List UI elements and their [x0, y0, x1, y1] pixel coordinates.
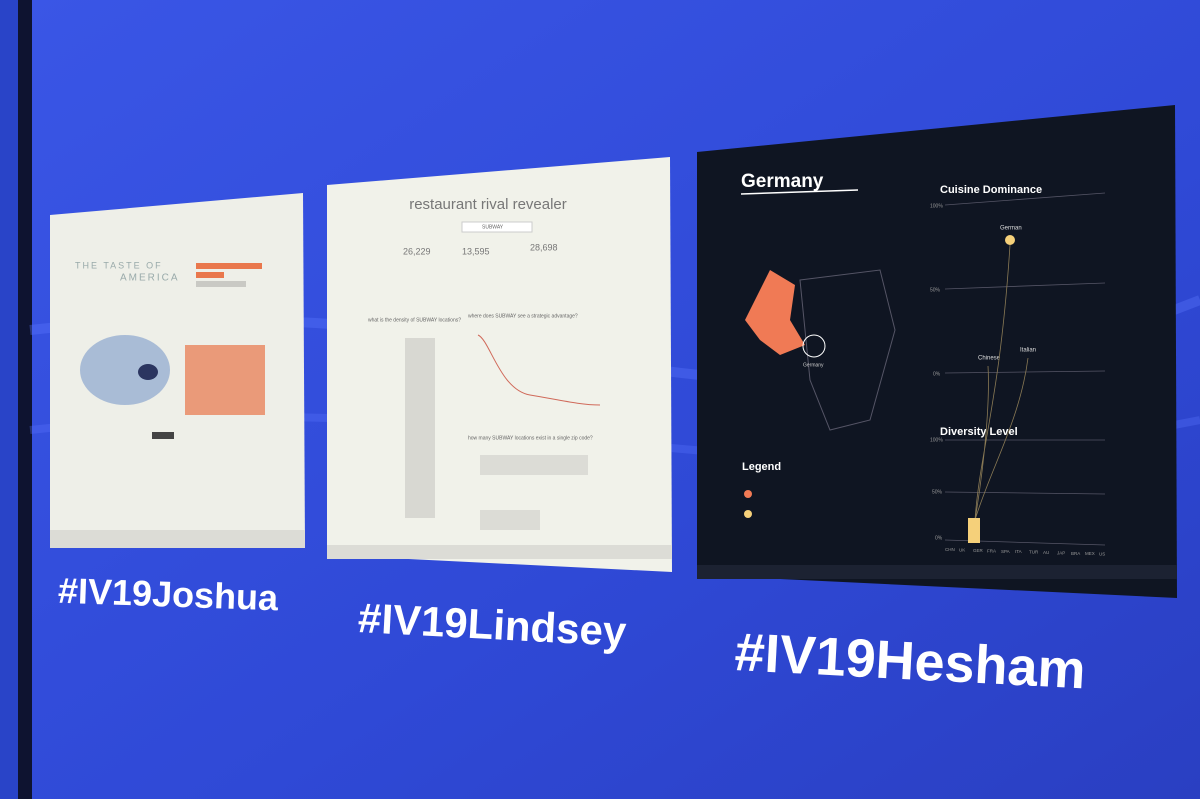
x-tick-label: FRA — [987, 548, 996, 553]
dropdown[interactable] — [461, 221, 533, 233]
cuisine-dot — [1005, 235, 1015, 245]
x-tick-label: UK — [959, 548, 965, 553]
bar-bg — [480, 510, 540, 530]
grid-line — [944, 192, 1106, 206]
title: restaurant rival revealer — [409, 196, 567, 213]
section-title: Cuisine Dominance — [940, 184, 1042, 196]
screen-edge — [18, 0, 32, 799]
grid-line — [944, 370, 1106, 374]
dropdown-text: SUBWAY — [482, 224, 504, 230]
map-label: Germany — [803, 362, 824, 368]
bar — [196, 263, 262, 269]
tick-label: 0% — [935, 535, 943, 541]
legend-title: Legend — [742, 461, 781, 473]
map-highlight — [745, 270, 805, 355]
button — [152, 432, 174, 439]
cuisine-label: Chinese — [978, 356, 1001, 362]
stat: 26,229 — [403, 246, 431, 256]
stat: 13,595 — [462, 246, 490, 256]
x-tick-label: SPA — [1001, 549, 1010, 554]
legend-dot — [744, 490, 752, 498]
tick-label: 50% — [932, 489, 943, 495]
ticks: 100% 50% 0% 100% 50% 0% — [930, 203, 943, 541]
x-tick-label: AU — [1043, 550, 1049, 555]
x-tick-label: CHN — [945, 547, 955, 552]
tick-label: 0% — [933, 371, 941, 377]
taskbar — [327, 545, 672, 559]
grid-line — [944, 491, 1106, 495]
title: AMERICA — [120, 273, 180, 284]
tick-label: 100% — [930, 437, 943, 443]
bar — [968, 518, 980, 543]
question: what is the density of SUBWAY locations? — [368, 317, 461, 323]
x-tick-label: GER — [973, 548, 984, 553]
bar — [196, 281, 246, 287]
title: THE TASTE OF — [75, 260, 163, 270]
tick-label: 100% — [930, 203, 943, 209]
caption: #IV19Joshua — [57, 570, 279, 619]
x-tick-label: JAP — [1057, 550, 1065, 555]
title: Germany — [741, 171, 824, 192]
x-axis: CHN UK GER FRA SPA ITA TUR AU JAP BRA MEX US — [945, 547, 1105, 556]
x-tick-label: US — [1099, 552, 1105, 557]
tick-label: 50% — [930, 287, 941, 293]
focus-circle — [802, 334, 826, 358]
question: how many SUBWAY locations exist in a sin… — [468, 435, 593, 441]
x-tick-label: MEX — [1085, 551, 1095, 556]
x-tick-label: TUR — [1029, 550, 1039, 555]
bar-bg — [480, 455, 588, 475]
legend-dot — [744, 510, 752, 518]
map-region — [138, 364, 158, 380]
line — [477, 334, 601, 406]
taskbar — [50, 530, 305, 548]
x-tick-label: ITA — [1015, 549, 1022, 554]
map — [80, 335, 170, 405]
links — [974, 244, 1029, 521]
screen-hesham — [697, 105, 1177, 598]
bar — [196, 272, 224, 278]
cuisine-label: German — [1000, 226, 1022, 232]
question: where does SUBWAY see a strategic advant… — [468, 313, 578, 319]
grid-line — [944, 282, 1106, 290]
stat: 28,698 — [530, 242, 558, 252]
underline — [740, 189, 859, 195]
screen-lindsey — [327, 157, 672, 572]
taskbar — [697, 565, 1177, 579]
grid-map — [185, 345, 265, 415]
x-tick-label: BRA — [1071, 551, 1080, 556]
world-map — [799, 269, 896, 431]
maps — [405, 338, 435, 518]
left-wall — [0, 0, 20, 799]
section-title: Diversity Level — [940, 426, 1018, 438]
cuisine-label: Italian — [1020, 348, 1036, 354]
